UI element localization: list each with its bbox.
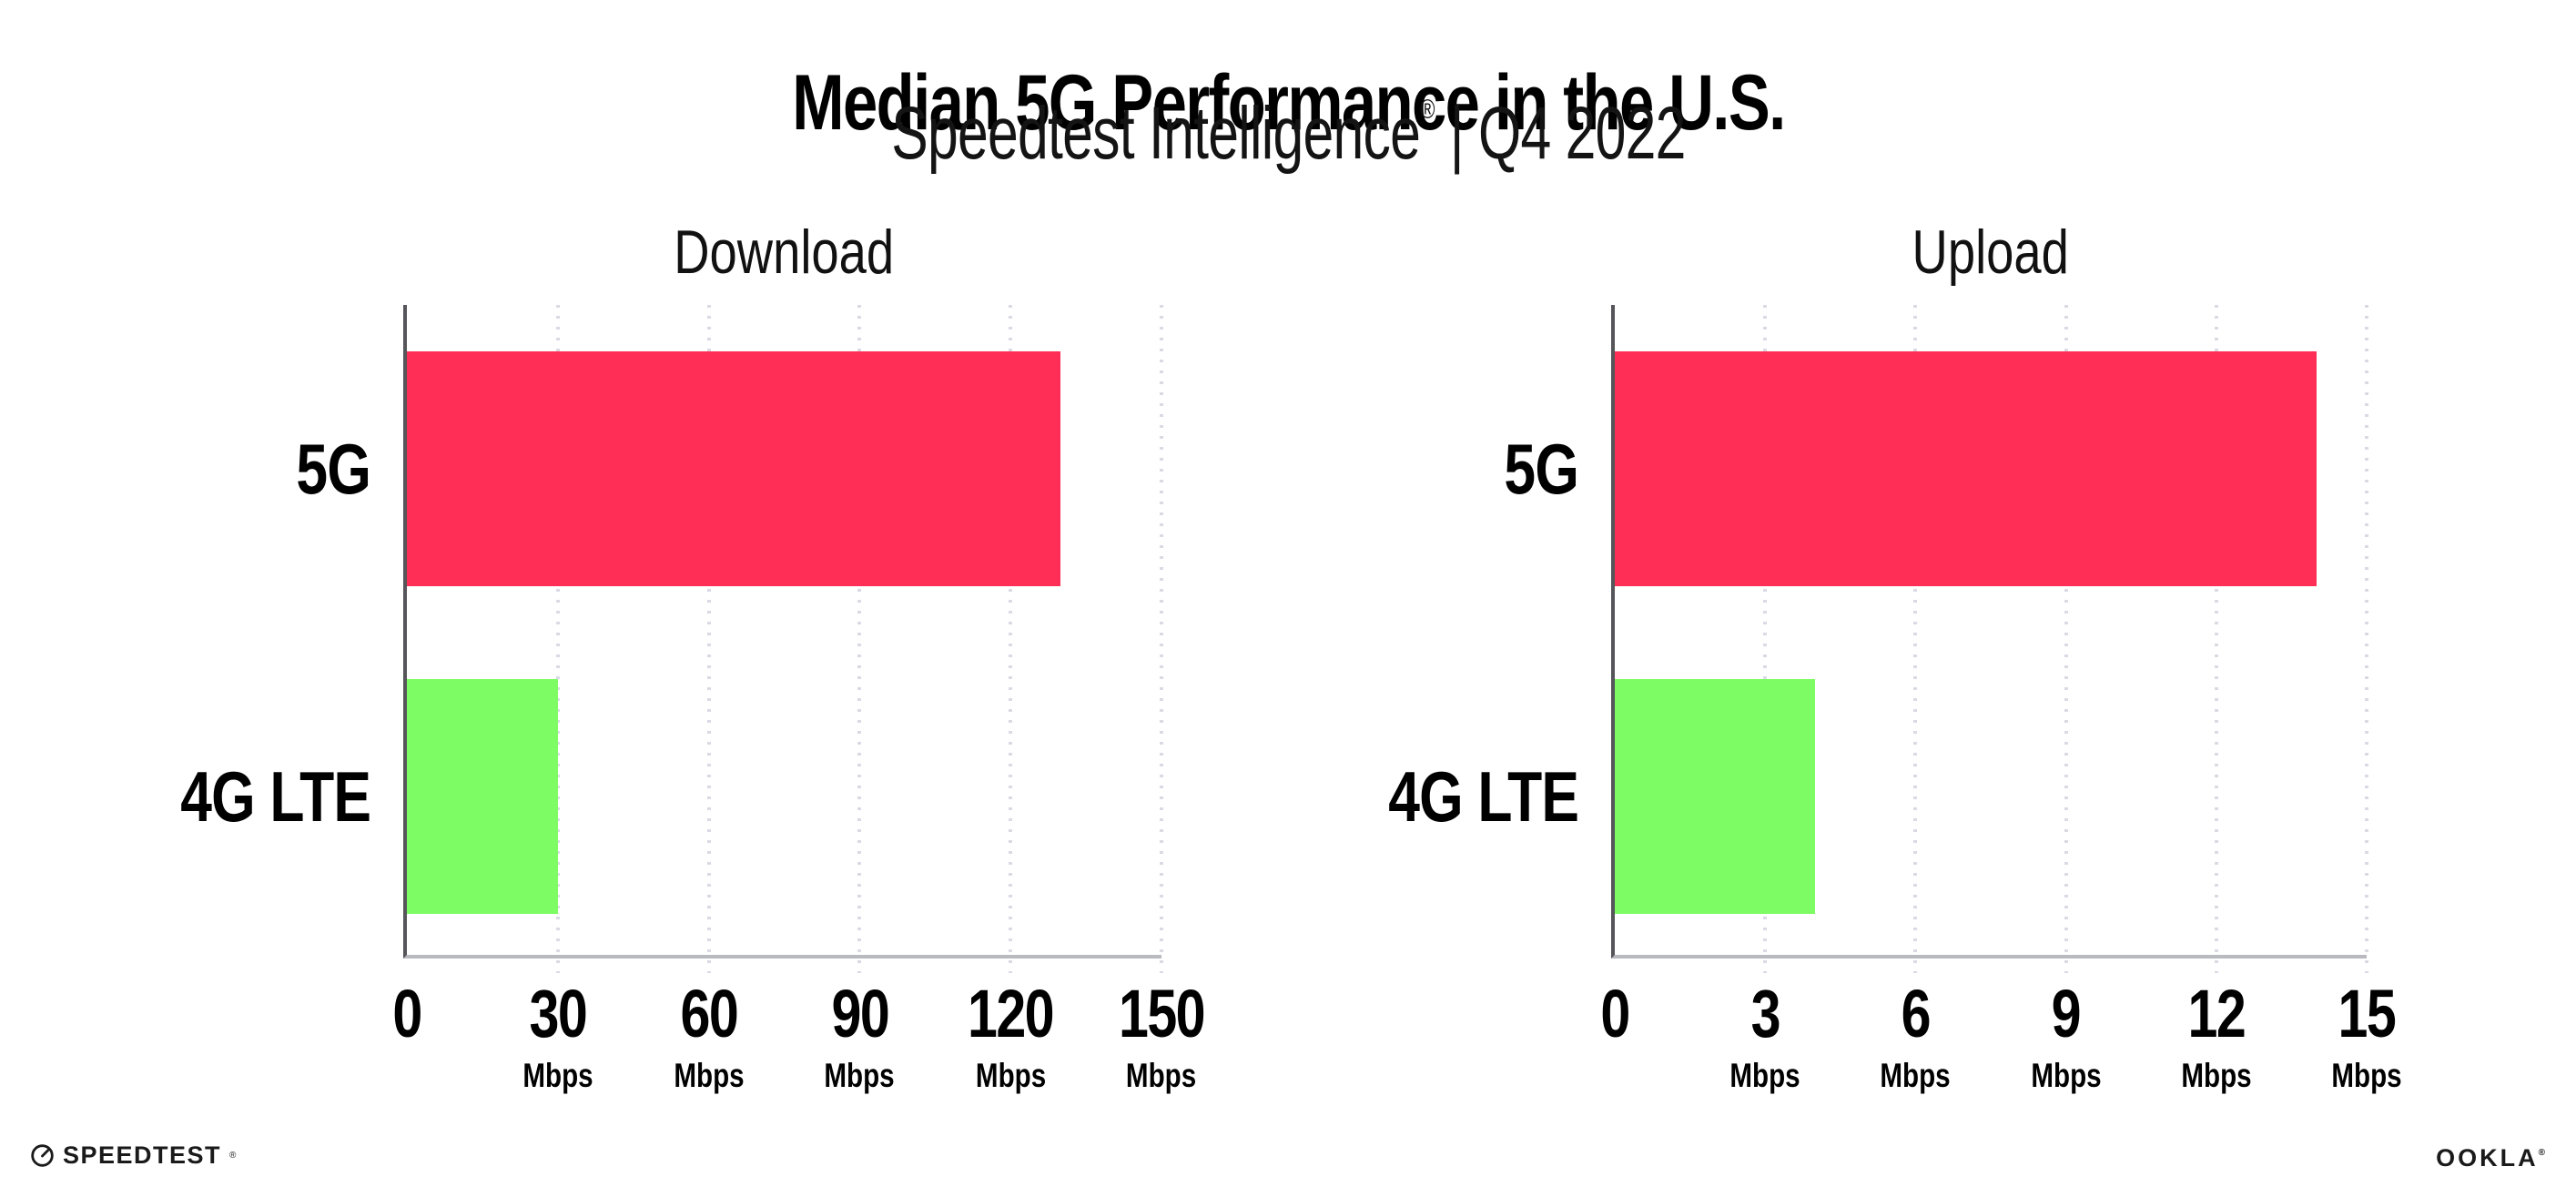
- gridline: [1009, 305, 1013, 973]
- gridline: [1763, 305, 1768, 973]
- x-tick-0: 0: [1600, 976, 1630, 1051]
- gridline: [706, 305, 711, 973]
- x-tick-60: 60 Mbps: [673, 976, 745, 1094]
- x-tick-30: 30 Mbps: [522, 976, 593, 1094]
- gridline: [2214, 305, 2218, 973]
- y-axis-label-5g-upload: 5G: [1504, 428, 1578, 509]
- chart-title-download: Download: [674, 218, 895, 287]
- gridlines-upload: [1615, 305, 2368, 973]
- subtitle-divider: |: [1449, 92, 1464, 175]
- speedtest-logo: SPEEDTEST ®: [30, 1141, 236, 1170]
- speedtest-wordmark: SPEEDTEST: [63, 1141, 222, 1169]
- subtitle-brand: Speedtest Intelligence: [890, 92, 1421, 175]
- chart-title-upload: Upload: [1912, 218, 2070, 287]
- y-axis-label-5g-download: 5G: [296, 428, 370, 509]
- registered-mark-icon: ®: [2538, 1148, 2548, 1158]
- y-axis-label-4g-lte-upload: 4G LTE: [1388, 756, 1579, 837]
- bar-4g-lte-download: [407, 679, 558, 914]
- bar-4g-lte-upload: [1615, 679, 1816, 914]
- gridlines-download: [407, 305, 1163, 973]
- x-tick-0: 0: [392, 976, 422, 1051]
- gridline: [555, 305, 560, 973]
- download-chart: Download 5G 4G LTE 0 30 Mbps 60 Mbps 90 …: [180, 221, 1206, 1092]
- page-subtitle: Speedtest Intelligence® | Q4 2022: [0, 92, 2576, 175]
- x-tick-90: 90 Mbps: [824, 976, 896, 1094]
- ookla-wordmark: OOKLA: [2436, 1144, 2539, 1172]
- registered-mark-icon: ®: [1419, 95, 1435, 125]
- gridline: [2365, 305, 2368, 973]
- page-title: Median 5G Performance in the U.S.: [791, 58, 1786, 147]
- ookla-logo: OOKLA®: [2436, 1144, 2548, 1172]
- y-axis-label-4g-lte-download: 4G LTE: [180, 756, 371, 837]
- gridline: [1913, 305, 1918, 973]
- gridline: [857, 305, 862, 973]
- x-tick-120: 120 Mbps: [968, 976, 1055, 1094]
- x-tick-6: 6 Mbps: [1880, 976, 1952, 1094]
- speedtest-gauge-icon: [30, 1143, 55, 1168]
- x-tick-12: 12 Mbps: [2181, 976, 2252, 1094]
- x-tick-150: 150 Mbps: [1119, 976, 1206, 1094]
- bar-5g-download: [407, 351, 1061, 586]
- gridline: [2064, 305, 2068, 973]
- subtitle-period: Q4 2022: [1477, 92, 1686, 175]
- upload-chart: Upload 5G 4G LTE 0 3 Mbps 6 Mbps 9 Mbps …: [1388, 221, 2402, 1092]
- registered-mark-icon: ®: [229, 1151, 237, 1161]
- gridline: [1160, 305, 1163, 973]
- x-tick-3: 3 Mbps: [1729, 976, 1800, 1094]
- x-tick-9: 9 Mbps: [2030, 976, 2102, 1094]
- x-tick-15: 15 Mbps: [2331, 976, 2402, 1094]
- bar-5g-upload: [1615, 351, 2317, 586]
